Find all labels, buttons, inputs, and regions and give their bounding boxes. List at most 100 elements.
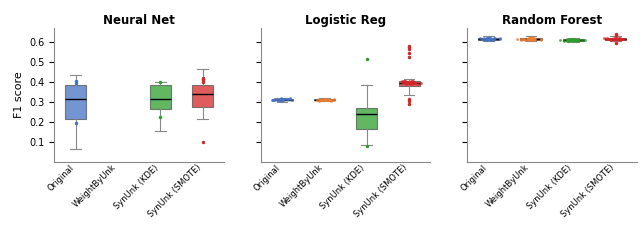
PathPatch shape (65, 85, 86, 119)
Point (564, 38, 575, 42)
Point (285, 97, 295, 100)
Y-axis label: F1 score: F1 score (13, 71, 24, 118)
Point (404, 80, 414, 84)
Point (271, 98, 282, 101)
Point (416, 81, 426, 85)
Point (413, 82, 423, 86)
Point (406, 79, 416, 83)
Point (401, 81, 411, 85)
Point (572, 38, 582, 42)
Title: Logistic Reg: Logistic Reg (305, 14, 386, 27)
Point (524, 37, 534, 41)
Point (613, 36, 623, 40)
Point (485, 37, 495, 41)
Point (487, 38, 497, 41)
Point (614, 37, 624, 41)
Point (599, 36, 609, 40)
Point (316, 98, 326, 102)
Point (523, 37, 533, 41)
PathPatch shape (563, 39, 584, 41)
PathPatch shape (605, 37, 626, 40)
Point (396, 79, 406, 83)
Point (529, 38, 539, 41)
Point (399, 80, 410, 84)
Point (409, 80, 419, 84)
Point (483, 36, 493, 40)
Point (483, 36, 493, 40)
Point (529, 37, 540, 41)
Point (327, 98, 337, 102)
Point (609, 36, 619, 40)
Point (483, 38, 493, 41)
Point (568, 38, 578, 42)
Point (573, 38, 584, 41)
Point (518, 37, 528, 41)
Point (279, 97, 289, 101)
Point (516, 38, 526, 41)
Point (487, 37, 497, 41)
Point (572, 39, 582, 43)
Point (312, 98, 322, 102)
Point (488, 37, 499, 41)
Point (564, 37, 575, 41)
Point (408, 79, 418, 83)
Point (572, 39, 582, 42)
PathPatch shape (399, 81, 420, 86)
Point (570, 37, 580, 41)
Point (529, 37, 540, 40)
Point (612, 38, 623, 42)
Point (563, 38, 573, 42)
Point (323, 97, 333, 101)
Point (529, 36, 539, 40)
Point (568, 38, 578, 42)
Point (485, 38, 495, 42)
Point (562, 37, 572, 41)
Point (485, 36, 495, 39)
Point (320, 98, 330, 102)
Point (564, 39, 574, 42)
Point (526, 38, 536, 42)
Point (573, 38, 583, 42)
Point (402, 80, 412, 84)
Point (284, 97, 294, 100)
Point (477, 37, 487, 41)
Point (483, 36, 493, 40)
Point (405, 82, 415, 85)
Point (525, 36, 536, 40)
Point (483, 37, 493, 41)
Point (324, 98, 335, 101)
Point (527, 36, 537, 40)
Point (275, 97, 285, 101)
Point (481, 38, 492, 42)
Point (407, 79, 417, 83)
Point (273, 98, 283, 102)
Point (319, 98, 330, 102)
Point (607, 37, 617, 40)
Point (564, 39, 575, 42)
Point (615, 36, 625, 40)
Point (314, 98, 324, 101)
Point (555, 38, 565, 42)
Point (489, 36, 499, 40)
Point (319, 98, 330, 101)
Point (401, 82, 411, 86)
Point (483, 37, 493, 40)
Point (319, 98, 329, 102)
Point (403, 82, 413, 85)
Point (270, 97, 280, 101)
Point (321, 98, 332, 101)
PathPatch shape (192, 85, 213, 107)
Point (403, 82, 413, 85)
Point (536, 38, 547, 42)
Point (488, 37, 498, 41)
Point (317, 98, 328, 102)
Point (488, 38, 498, 42)
Point (399, 79, 409, 83)
Point (519, 37, 529, 40)
Point (269, 98, 279, 102)
Point (529, 38, 540, 42)
Point (488, 38, 498, 41)
Point (483, 37, 493, 41)
Point (486, 38, 497, 41)
Point (400, 79, 410, 83)
